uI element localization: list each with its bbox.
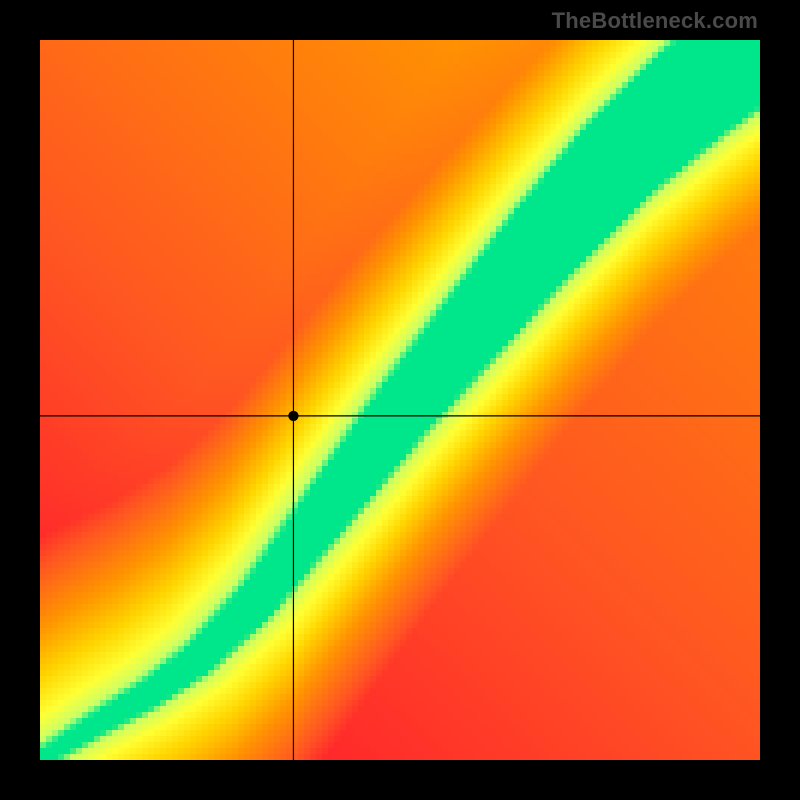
figure-frame: TheBottleneck.com xyxy=(0,0,800,800)
watermark-text: TheBottleneck.com xyxy=(552,8,758,34)
plot-area xyxy=(40,40,760,760)
heatmap-canvas xyxy=(40,40,760,760)
